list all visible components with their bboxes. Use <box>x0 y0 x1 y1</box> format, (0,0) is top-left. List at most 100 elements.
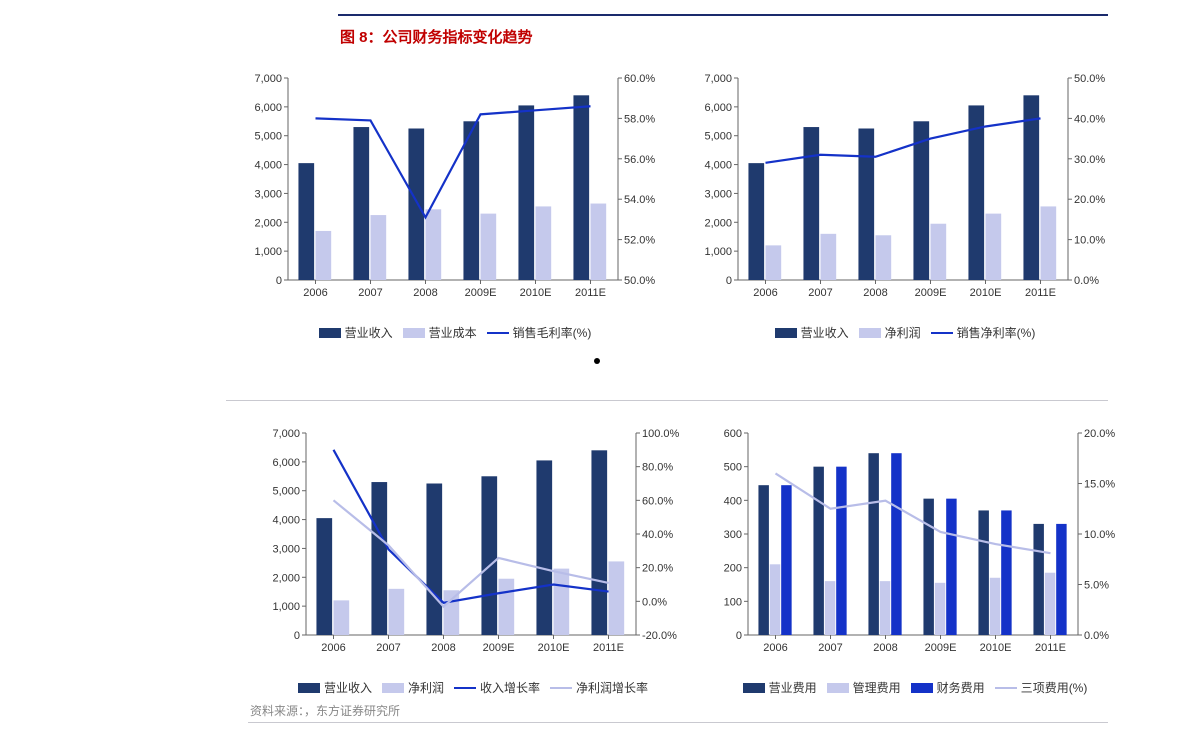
svg-text:2007: 2007 <box>818 642 842 654</box>
svg-text:2008: 2008 <box>431 642 455 654</box>
chart-plot: 01002003004005006000.0%5.0%10.0%15.0%20.… <box>700 425 1130 675</box>
legend: 营业费用管理费用财务费用三项费用(%) <box>700 679 1130 696</box>
bar <box>481 476 497 635</box>
svg-text:2011E: 2011E <box>593 642 624 654</box>
mid-rule <box>226 400 1108 401</box>
svg-text:2006: 2006 <box>303 287 327 299</box>
svg-text:2,000: 2,000 <box>254 217 282 229</box>
legend-item: 净利润增长率 <box>550 679 648 696</box>
decorative-dot <box>594 358 600 364</box>
legend-label: 三项费用(%) <box>1021 679 1088 696</box>
source-text: 资料来源：，东方证券研究所 <box>250 702 400 719</box>
legend-swatch-bar <box>382 683 404 693</box>
legend-item: 三项费用(%) <box>995 679 1088 696</box>
svg-text:500: 500 <box>724 462 742 474</box>
bar <box>1056 524 1066 635</box>
svg-text:50.0%: 50.0% <box>624 275 655 287</box>
bar <box>825 581 835 635</box>
bar <box>770 564 780 635</box>
svg-text:4,000: 4,000 <box>704 160 732 172</box>
bar <box>444 590 460 635</box>
chart-plot: 01,0002,0003,0004,0005,0006,0007,000-20.… <box>258 425 688 675</box>
bar <box>978 510 988 635</box>
bar <box>481 214 497 280</box>
svg-text:2006: 2006 <box>321 642 345 654</box>
legend-swatch-line <box>550 687 572 689</box>
bar <box>298 163 314 280</box>
bar <box>334 600 350 635</box>
legend-item: 净利润 <box>382 679 444 696</box>
svg-text:2010E: 2010E <box>520 287 552 299</box>
svg-text:0: 0 <box>736 630 742 642</box>
bar <box>573 95 589 280</box>
svg-text:7,000: 7,000 <box>272 428 300 440</box>
legend-swatch-bar <box>827 683 849 693</box>
legend-swatch-bar <box>403 328 425 338</box>
legend-label: 净利润 <box>408 679 444 696</box>
svg-text:100.0%: 100.0% <box>642 428 680 440</box>
svg-text:10.0%: 10.0% <box>1074 235 1105 247</box>
legend-swatch-bar <box>298 683 320 693</box>
figure-title: 图 8：公司财务指标变化趋势 <box>340 26 533 47</box>
legend-item: 营业收入 <box>775 324 849 341</box>
bar <box>591 204 607 280</box>
svg-text:2007: 2007 <box>808 287 832 299</box>
bar <box>371 215 387 280</box>
legend-label: 财务费用 <box>937 679 985 696</box>
svg-text:1,000: 1,000 <box>254 246 282 258</box>
svg-text:400: 400 <box>724 495 742 507</box>
chart-top-right: 01,0002,0003,0004,0005,0006,0007,0000.0%… <box>690 70 1120 341</box>
bar <box>353 127 369 280</box>
legend: 营业收入营业成本销售毛利率(%) <box>240 324 670 341</box>
svg-text:3,000: 3,000 <box>254 188 282 200</box>
svg-text:58.0%: 58.0% <box>624 113 655 125</box>
page: 图 8：公司财务指标变化趋势 0 1,000 2,000 3,000 4,000 5,00… <box>0 0 1190 738</box>
bar <box>1045 573 1055 635</box>
bar <box>591 450 607 635</box>
svg-text:2010E: 2010E <box>970 287 1002 299</box>
legend-item: 营业成本 <box>403 324 477 341</box>
top-rule <box>338 14 1108 16</box>
bar <box>803 127 819 280</box>
svg-text:3,000: 3,000 <box>704 188 732 200</box>
svg-text:0: 0 <box>276 275 282 287</box>
bar <box>748 163 764 280</box>
bar <box>766 245 782 280</box>
svg-text:80.0%: 80.0% <box>642 462 673 474</box>
svg-text:6,000: 6,000 <box>272 457 300 469</box>
svg-text:5,000: 5,000 <box>272 486 300 498</box>
svg-text:15.0%: 15.0% <box>1084 479 1115 491</box>
bar <box>1033 524 1043 635</box>
bar <box>536 460 552 635</box>
legend-label: 净利润 <box>885 324 921 341</box>
legend-item: 净利润 <box>859 324 921 341</box>
legend-swatch-bar <box>319 328 341 338</box>
bar <box>990 578 1000 635</box>
svg-text:0.0%: 0.0% <box>642 596 667 608</box>
legend-label: 销售净利率(%) <box>957 324 1036 341</box>
bar <box>781 485 791 635</box>
svg-text:2006: 2006 <box>753 287 777 299</box>
svg-text:60.0%: 60.0% <box>624 73 655 85</box>
chart-top-left: 01,0002,0003,0004,0005,0006,0007,00050.0… <box>240 70 670 341</box>
legend-label: 营业收入 <box>345 324 393 341</box>
legend-item: 收入增长率 <box>454 679 540 696</box>
svg-text:2,000: 2,000 <box>704 217 732 229</box>
svg-text:2,000: 2,000 <box>272 572 300 584</box>
svg-text:30.0%: 30.0% <box>1074 154 1105 166</box>
bar <box>463 121 479 280</box>
bar <box>536 206 552 280</box>
bar <box>758 485 768 635</box>
legend-swatch-bar <box>743 683 765 693</box>
legend-swatch-line <box>931 332 953 334</box>
legend-label: 净利润增长率 <box>576 679 648 696</box>
bar <box>408 129 424 281</box>
bar <box>923 499 933 635</box>
bottom-rule <box>248 722 1108 723</box>
svg-text:7,000: 7,000 <box>704 73 732 85</box>
bar <box>935 583 945 635</box>
svg-text:2007: 2007 <box>358 287 382 299</box>
svg-text:2008: 2008 <box>873 642 897 654</box>
legend-label: 营业收入 <box>324 679 372 696</box>
svg-text:600: 600 <box>724 428 742 440</box>
